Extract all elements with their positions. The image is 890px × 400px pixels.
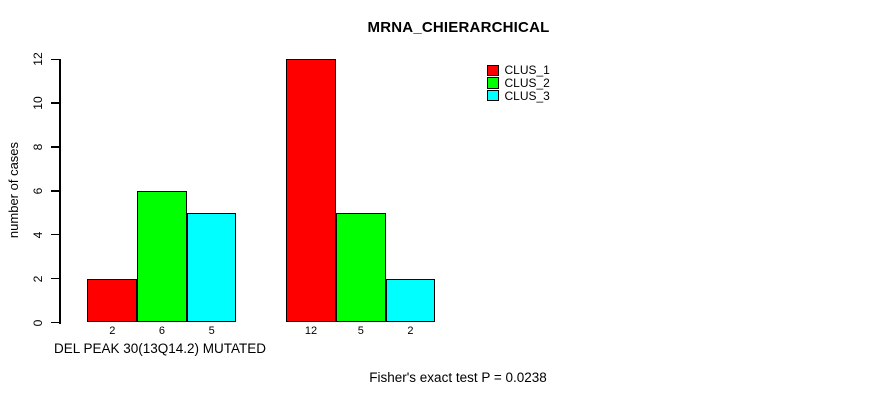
legend-swatch-icon [487,64,499,77]
legend: CLUS_1 CLUS_2 CLUS_3 [487,64,550,102]
legend-item-clus_1: CLUS_1 [487,64,550,77]
bar-value-label: 12 [304,324,318,337]
x-axis-label: DEL PEAK 30(13Q14.2) MUTATED [53,341,267,356]
chart-title: MRNA_CHIERARCHICAL [367,19,550,36]
y-tick [50,146,60,148]
bar-value-label: 2 [407,324,414,337]
y-tick [50,321,60,324]
legend-item-clus_3: CLUS_3 [487,89,550,102]
y-tick-label: 0 [31,319,45,326]
y-tick-label: 2 [31,275,45,282]
fisher-test-note: Fisher's exact test P = 0.0238 [369,370,547,385]
bar-clus_2-group1 [137,190,187,323]
bar-clus_1-group2 [286,59,336,323]
legend-swatch-icon [487,89,499,102]
y-axis-line [59,59,61,324]
bar-clus_2-group2 [335,212,386,323]
y-tick-label: 6 [31,187,45,195]
legend-item-label: CLUS_3 [504,88,550,103]
y-tick-label: 8 [31,143,45,151]
legend-item-label: CLUS_2 [504,76,550,91]
legend-item-clus_2: CLUS_2 [487,77,550,90]
bar-value-label: 2 [109,324,116,337]
y-tick [50,190,60,192]
bar-clus_1-group1 [87,278,138,323]
y-tick-label: 12 [31,52,45,66]
legend-swatch-icon [487,77,499,89]
bar-clus_3-group2 [385,278,436,323]
y-tick [50,102,60,104]
y-tick [50,277,60,280]
bar-value-label: 6 [158,324,165,337]
y-tick [50,234,60,236]
bar-value-label: 5 [208,324,215,337]
bar-value-label: 5 [357,324,364,337]
y-tick-label: 4 [31,231,45,239]
y-tick-label: 10 [31,96,45,110]
legend-item-label: CLUS_1 [504,63,550,78]
bar-clus_3-group1 [186,212,237,323]
y-tick [50,58,60,60]
